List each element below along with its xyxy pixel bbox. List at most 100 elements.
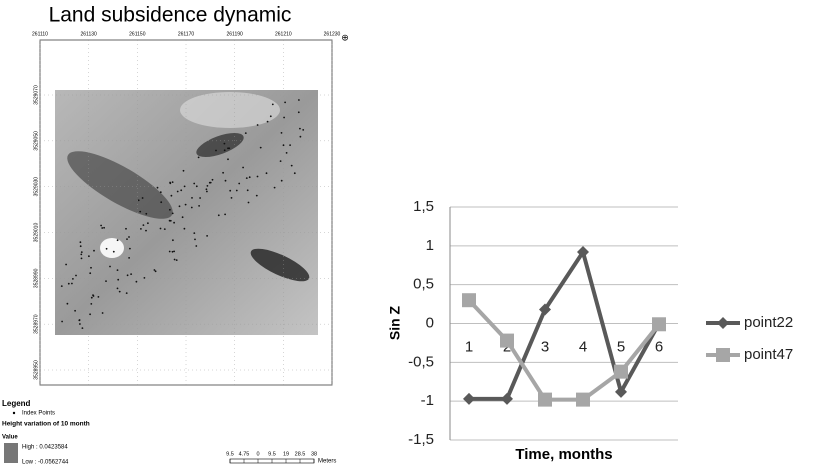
index-point	[215, 149, 217, 152]
map-x-label: 261130	[81, 31, 98, 37]
index-points	[60, 99, 305, 329]
legend-points: Index Points	[22, 411, 55, 417]
index-point	[197, 156, 200, 159]
index-point	[235, 189, 238, 192]
map-y-label: 3528970	[33, 314, 39, 334]
index-point	[78, 319, 81, 322]
legend-label: point47	[744, 346, 793, 363]
index-point	[183, 185, 186, 188]
index-point	[125, 227, 127, 230]
scale-label: 38	[311, 451, 317, 457]
legend-low: Low : -0.0562744	[22, 460, 69, 466]
index-point	[284, 101, 286, 104]
index-point	[80, 257, 83, 260]
index-point	[224, 213, 227, 216]
index-point	[285, 152, 288, 154]
map-title: Land subsidence dynamic	[49, 4, 292, 27]
map-y-label: 3529070	[33, 85, 39, 105]
index-point	[280, 132, 283, 134]
map-x-label: 261110	[32, 31, 48, 37]
map-y-label: 3529030	[33, 177, 39, 197]
index-point	[182, 169, 185, 172]
legend-ramp	[4, 443, 18, 463]
legend-marker	[716, 348, 730, 362]
north-arrow: ⊕	[341, 32, 349, 42]
index-point	[282, 144, 285, 147]
index-point	[90, 296, 93, 299]
index-point	[101, 227, 104, 229]
index-point	[173, 250, 176, 253]
index-point	[169, 208, 171, 211]
index-point	[118, 290, 121, 293]
index-point	[255, 194, 258, 197]
index-point	[80, 251, 83, 254]
index-point	[183, 227, 186, 230]
legend-point-symbol	[12, 411, 16, 415]
index-point	[117, 278, 120, 281]
index-point	[116, 287, 119, 290]
index-point	[112, 250, 115, 253]
index-point	[206, 185, 209, 187]
index-point	[289, 144, 291, 147]
index-point	[142, 224, 145, 227]
index-point	[105, 247, 108, 250]
index-point	[297, 111, 300, 114]
y-tick-label: 0	[426, 314, 434, 331]
scale-label: 4.75	[239, 451, 250, 457]
marker	[462, 293, 476, 308]
index-point	[181, 216, 184, 219]
index-point	[135, 280, 138, 283]
index-point	[93, 249, 95, 252]
index-point	[105, 280, 107, 282]
index-point	[298, 99, 300, 101]
index-point	[273, 186, 276, 189]
scale-unit: Meters	[318, 459, 336, 465]
y-tick-label: -0,5	[408, 353, 434, 370]
index-point	[180, 189, 183, 192]
index-point	[89, 272, 92, 275]
index-point	[191, 197, 193, 199]
index-point	[128, 257, 131, 259]
index-point	[206, 190, 208, 193]
index-point	[178, 205, 181, 208]
index-point	[238, 182, 241, 185]
index-point	[266, 120, 269, 123]
scale-label: 28.5	[295, 451, 306, 457]
index-point	[92, 294, 94, 296]
index-point	[280, 179, 283, 182]
raster-high	[100, 238, 124, 258]
map-x-label: 261170	[178, 31, 195, 37]
legend-high: High : 0.0423584	[22, 445, 68, 451]
index-point	[173, 221, 176, 224]
index-point	[206, 235, 209, 237]
map-x-label: 261150	[129, 31, 146, 37]
index-point	[101, 312, 104, 314]
index-point	[256, 175, 259, 178]
y-tick-label: 0,5	[413, 276, 434, 293]
index-point	[103, 226, 105, 229]
index-point	[299, 127, 301, 130]
index-point	[171, 250, 174, 253]
index-point	[156, 186, 159, 189]
map-x-label: 261210	[275, 31, 292, 37]
x-tick-label: 1	[465, 338, 473, 355]
y-axis-title: Sin Z	[387, 305, 403, 340]
index-point	[193, 182, 196, 185]
index-point	[190, 206, 193, 209]
y-tick-label: -1,5	[408, 431, 434, 448]
index-point	[109, 265, 111, 268]
index-point	[141, 197, 144, 199]
index-point	[228, 147, 231, 150]
index-point	[79, 241, 82, 244]
index-point	[75, 274, 77, 277]
index-point	[128, 236, 130, 238]
index-point	[160, 201, 163, 204]
marker	[576, 392, 590, 407]
index-point	[223, 149, 226, 152]
scale-label: 9.5	[226, 451, 234, 457]
marker	[463, 392, 475, 405]
index-point	[116, 269, 119, 271]
scale-label: 0	[256, 451, 259, 457]
index-point	[169, 182, 172, 185]
